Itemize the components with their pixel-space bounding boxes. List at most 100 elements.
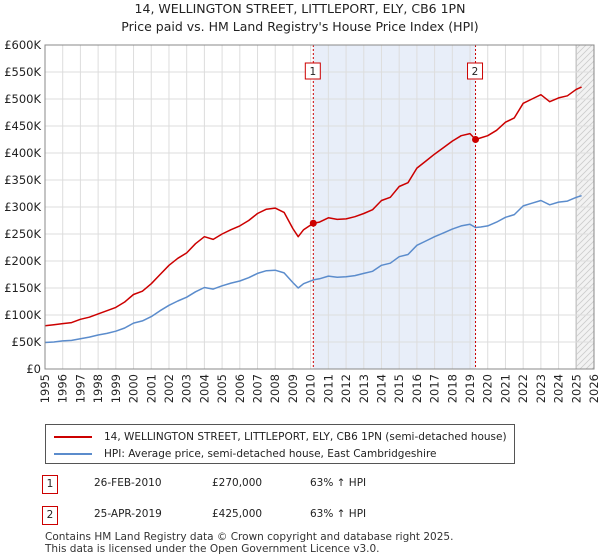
future-hatch-line <box>576 168 595 187</box>
future-hatch-line <box>576 222 595 241</box>
hpi-line <box>44 194 582 344</box>
future-hatch-line <box>576 288 595 307</box>
legend: 14, WELLINGTON STREET, LITTLEPORT, ELY, … <box>45 424 515 464</box>
legend-item-property: 14, WELLINGTON STREET, LITTLEPORT, ELY, … <box>54 429 507 445</box>
sale-label-number: 1 <box>309 66 316 78</box>
footer-copyright: Contains HM Land Registry data © Crown c… <box>45 531 454 543</box>
sale-point <box>309 219 317 227</box>
future-hatch-line <box>576 252 595 271</box>
future-hatch-line <box>576 234 595 253</box>
future-hatch-line <box>576 318 595 337</box>
y-tick-label: £50K <box>12 335 42 349</box>
future-hatch-line <box>576 54 595 73</box>
future-hatch-line <box>576 294 595 313</box>
future-hatch-line <box>576 216 595 235</box>
x-tick-label: 2011 <box>321 374 335 403</box>
x-tick-label: 2023 <box>534 374 548 403</box>
x-tick-label: 2003 <box>180 374 194 403</box>
x-tick-label: 2016 <box>410 374 424 403</box>
x-tick-label: 1996 <box>56 374 70 403</box>
x-tick-label: 1997 <box>73 374 87 403</box>
legend-label-property: 14, WELLINGTON STREET, LITTLEPORT, ELY, … <box>104 431 507 443</box>
future-hatch-line <box>576 96 595 115</box>
x-tick-label: 2013 <box>357 374 371 403</box>
future-hatch-line <box>576 45 587 55</box>
x-tick-label: 2012 <box>339 374 353 403</box>
transaction-hpi-change: 63% ↑ HPI <box>310 477 367 489</box>
y-tick-label: £350K <box>4 173 41 187</box>
x-tick-label: 2005 <box>215 374 229 403</box>
x-tick-label: 2010 <box>304 374 318 403</box>
future-hatch-line <box>576 342 595 361</box>
legend-swatch-hpi <box>54 453 92 455</box>
x-tick-label: 2009 <box>286 374 300 403</box>
plot-border <box>44 44 595 370</box>
future-hatch-line <box>585 360 595 369</box>
x-tick-label: 2020 <box>481 374 495 403</box>
x-tick-label: 2001 <box>144 374 158 403</box>
x-tick-label: 2022 <box>516 374 530 403</box>
future-hatch-line <box>576 144 595 163</box>
x-tick-label: 2015 <box>392 374 406 403</box>
x-tick-label: 2024 <box>552 374 566 403</box>
future-hatch-line <box>576 78 595 97</box>
future-hatch-line <box>576 228 595 247</box>
transaction-date: 25-APR-2019 <box>94 508 162 520</box>
future-hatch-line <box>576 264 595 283</box>
future-hatch-line <box>576 120 595 139</box>
x-tick-label: 2019 <box>463 374 477 403</box>
footer-license: This data is licensed under the Open Gov… <box>45 543 380 555</box>
future-hatch-line <box>576 240 595 259</box>
future-hatch-line <box>576 90 595 109</box>
transaction-number-badge: 1 <box>42 475 58 494</box>
future-hatch-line <box>576 150 595 169</box>
x-tick-label: 2017 <box>428 374 442 403</box>
legend-swatch-property <box>54 436 92 438</box>
future-hatch-line <box>576 300 595 319</box>
y-tick-label: £300K <box>4 200 41 214</box>
x-tick-label: 2004 <box>197 374 211 403</box>
future-hatch-line <box>576 162 595 181</box>
y-tick-label: £0 <box>26 362 41 376</box>
sale-label-number: 2 <box>472 66 479 78</box>
y-tick-label: £600K <box>4 38 41 52</box>
transaction-hpi-change: 63% ↑ HPI <box>310 508 367 520</box>
x-tick-label: 2002 <box>162 374 176 403</box>
future-hatch-line <box>576 102 595 121</box>
future-hatch-line <box>576 330 595 349</box>
x-tick-label: 2026 <box>587 374 600 403</box>
future-hatch-line <box>576 246 595 265</box>
future-hatch-line <box>576 138 595 157</box>
future-hatch-line <box>576 156 595 175</box>
future-hatch-line <box>576 336 595 355</box>
price-chart: £0 £50K £100K £150K £200K £250K £300K £350K £400… <box>4 25 600 403</box>
future-hatch-line <box>576 210 595 229</box>
sale-point <box>472 136 480 143</box>
future-hatch-line <box>576 108 595 127</box>
x-tick-label: 2021 <box>498 374 512 403</box>
transaction-price: £425,000 <box>212 508 263 520</box>
y-tick-label: £500K <box>4 92 41 106</box>
x-tick-label: 2018 <box>445 374 459 403</box>
future-hatch-line <box>576 306 595 325</box>
future-hatch-line <box>576 25 594 43</box>
transaction-date: 26-FEB-2010 <box>94 477 162 489</box>
x-tick-label: 2007 <box>251 374 265 403</box>
chart-title: 14, WELLINGTON STREET, LITTLEPORT, ELY, … <box>134 1 466 16</box>
future-hatch-line <box>579 354 595 369</box>
future-hatch-line <box>576 204 595 223</box>
future-hatch-line <box>576 45 593 61</box>
future-hatch-line <box>576 132 595 151</box>
legend-item-hpi: HPI: Average price, semi-detached house,… <box>54 446 437 462</box>
x-tick-label: 1999 <box>109 374 123 403</box>
y-tick-label: £100K <box>4 308 41 322</box>
y-tick-label: £150K <box>4 281 41 295</box>
future-hatch-line <box>576 192 595 211</box>
chart-subtitle: Price paid vs. HM Land Registry's House … <box>121 19 479 34</box>
sale-label-box <box>304 62 321 80</box>
sale-label-box <box>467 62 484 80</box>
x-tick-label: 2014 <box>374 374 388 403</box>
x-tick-label: 2006 <box>233 374 247 403</box>
future-hatch-line <box>576 114 595 133</box>
transaction-price: £270,000 <box>212 477 263 489</box>
